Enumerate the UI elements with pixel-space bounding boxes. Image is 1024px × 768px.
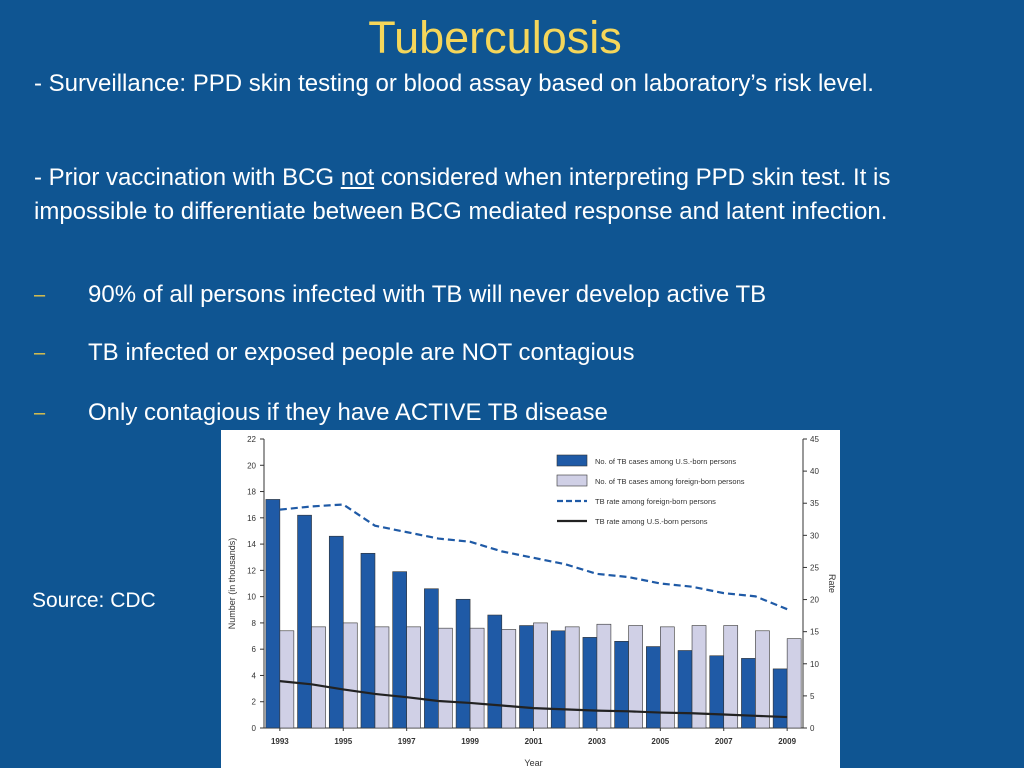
slide-title: Tuberculosis [368, 12, 622, 63]
y-tick-label: 6 [252, 645, 257, 654]
legend-label: No. of TB cases among U.S.-born persons [595, 457, 736, 466]
bar-us-born [614, 641, 629, 729]
y2-tick-label: 25 [810, 563, 819, 572]
bcg-paragraph-start: - Prior vaccination with BCG [34, 164, 341, 191]
legend-swatch [556, 474, 588, 487]
bar-us-born [550, 630, 566, 729]
bar-foreign-born [723, 625, 739, 729]
dash-bullet-icon: – [34, 284, 46, 306]
y-tick-label: 16 [247, 514, 256, 523]
y-axis-label: Number (in thousands) [227, 538, 237, 630]
x-tick-label: 2009 [778, 737, 796, 746]
bullet-text: Only contagious if they have ACTIVE TB d… [88, 399, 608, 426]
y2-tick-label: 30 [810, 531, 819, 540]
bar-us-born [328, 535, 344, 729]
bar-us-born [392, 571, 407, 729]
x-tick-label: 2007 [715, 737, 733, 746]
y2-tick-label: 10 [810, 660, 819, 669]
bar-us-born [646, 646, 661, 729]
bar-foreign-born [533, 622, 548, 729]
bar-foreign-born [406, 626, 421, 729]
bcg-paragraph-not: not [340, 164, 375, 191]
bar-foreign-born [755, 630, 770, 729]
line-us-born-rate [279, 680, 788, 719]
legend-label: No. of TB cases among foreign-born perso… [595, 477, 745, 486]
bar-foreign-born [691, 625, 707, 729]
x-tick-label: 2005 [651, 737, 669, 746]
x-tick-label: 2001 [525, 737, 543, 746]
bar-us-born [677, 650, 693, 729]
bar-foreign-born [660, 626, 675, 729]
line-foreign-born-rate [279, 503, 788, 611]
bcg-paragraph: - Prior vaccination with BCG not conside… [34, 161, 994, 229]
bar-us-born [709, 655, 725, 729]
legend-swatch [556, 454, 588, 467]
y-tick-label: 2 [252, 698, 257, 707]
y-tick-label: 18 [247, 488, 256, 497]
y-tick-label: 4 [252, 671, 257, 680]
x-axis-label: Year [524, 758, 542, 768]
bar-foreign-born [438, 627, 453, 729]
bar-foreign-born [786, 638, 802, 729]
legend-label: TB rate among foreign-born persons [595, 497, 716, 506]
y-tick-label: 12 [247, 566, 256, 575]
bar-us-born [582, 637, 598, 729]
bar-us-born [455, 598, 471, 729]
bar-us-born [519, 625, 534, 729]
bar-us-born [487, 614, 503, 729]
y-tick-label: 14 [247, 540, 256, 549]
y2-tick-label: 0 [810, 724, 815, 733]
bar-us-born [360, 552, 376, 729]
y2-tick-label: 45 [810, 435, 819, 444]
bar-us-born [265, 499, 281, 729]
x-tick-label: 1993 [271, 737, 289, 746]
bar-foreign-born [596, 623, 612, 729]
surveillance-paragraph: - Surveillance: PPD skin testing or bloo… [34, 70, 874, 97]
y-tick-label: 20 [247, 461, 256, 470]
y2-axis-label: Rate [827, 574, 837, 593]
dash-bullet-icon: – [34, 402, 46, 424]
y-tick-label: 22 [247, 435, 256, 444]
bcg-paragraph-end: considered when interpreting PPD skin te… [34, 164, 891, 225]
dash-bullet-icon: – [34, 342, 46, 364]
bar-foreign-born [564, 626, 580, 729]
y2-tick-label: 35 [810, 499, 819, 508]
x-tick-label: 1999 [461, 737, 479, 746]
legend-label: TB rate among U.S.-born persons [595, 517, 708, 526]
y-tick-label: 0 [252, 724, 257, 733]
x-tick-label: 2003 [588, 737, 606, 746]
source-caption: Source: CDC [32, 589, 156, 612]
bar-us-born [297, 514, 312, 729]
bullet-text: TB infected or exposed people are NOT co… [88, 339, 635, 366]
y2-tick-label: 5 [810, 692, 815, 701]
bullet-text: 90% of all persons infected with TB will… [88, 281, 767, 308]
x-tick-label: 1995 [334, 737, 352, 746]
tb-chart: 0 2 4 6 8 10 12 14 16 18 20 22 0 5 10 15 20 25 30 35 40 45 199… [221, 430, 840, 768]
bar-foreign-born [279, 630, 295, 729]
bar-foreign-born [501, 629, 517, 729]
bar-us-born [424, 588, 439, 729]
y2-tick-label: 20 [810, 596, 819, 605]
x-tick-label: 1997 [398, 737, 416, 746]
bar-us-born [772, 668, 788, 729]
tb-chart-svg: 0 2 4 6 8 10 12 14 16 18 20 22 0 5 10 15 20 25 30 35 40 45 199… [227, 435, 837, 768]
y-tick-label: 10 [247, 593, 256, 602]
y2-tick-label: 15 [810, 628, 819, 637]
bar-foreign-born [628, 625, 643, 729]
bar-us-born [741, 658, 756, 729]
bar-foreign-born [311, 626, 326, 729]
y-tick-label: 8 [252, 619, 257, 628]
bar-foreign-born [469, 627, 485, 729]
bar-foreign-born [342, 622, 358, 729]
bar-foreign-born [374, 626, 390, 729]
y2-tick-label: 40 [810, 467, 819, 476]
